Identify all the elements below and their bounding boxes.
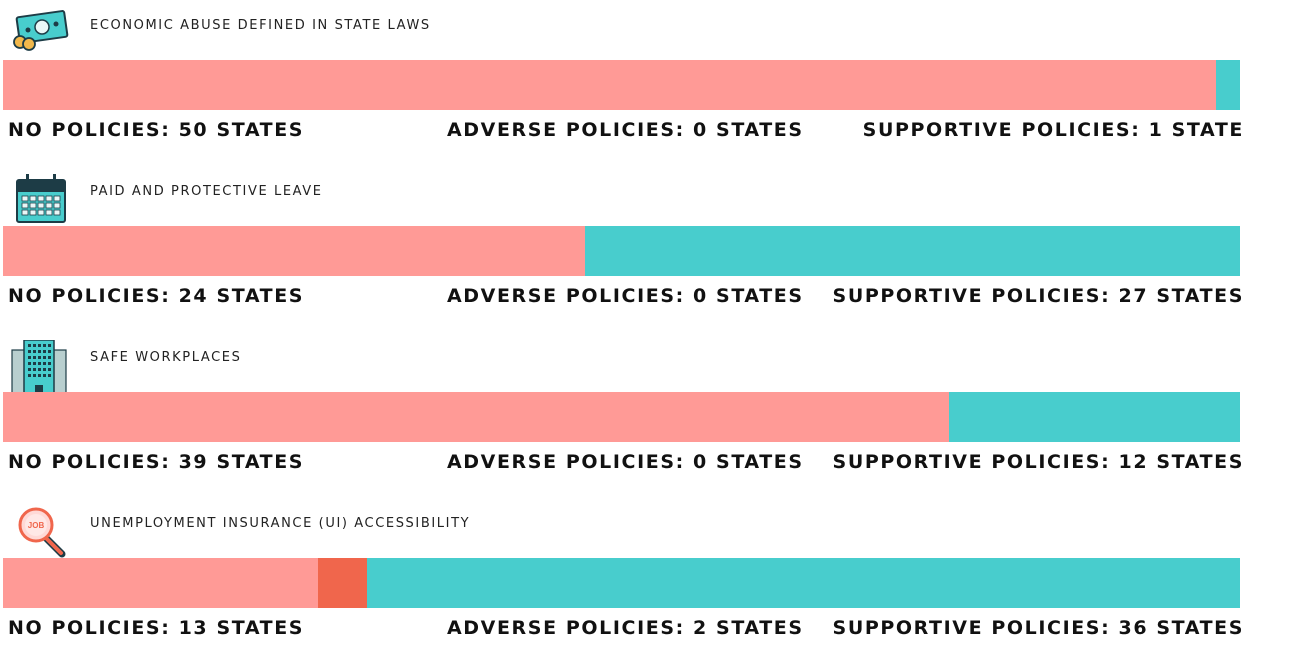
no-policies-label: NO POLICIES: 13 STATES [8, 617, 305, 639]
bar-segment-adverse-policies [318, 558, 367, 608]
bar-segment-no-policies [3, 558, 319, 608]
adverse-policies-label: ADVERSE POLICIES: 0 STATES [447, 119, 804, 141]
supportive-policies-label: SUPPORTIVE POLICIES: 27 STATES [832, 285, 1244, 307]
chart-title: SAFE WORKPLACES [90, 350, 242, 365]
chart-title: ECONOMIC ABUSE DEFINED IN STATE LAWS [90, 18, 431, 33]
bar-segment-supportive-policies [585, 226, 1240, 276]
bar-segment-no-policies [3, 392, 949, 442]
bar-segment-no-policies [3, 60, 1216, 110]
no-policies-label: NO POLICIES: 39 STATES [8, 451, 305, 473]
no-policies-label: NO POLICIES: 50 STATES [8, 119, 305, 141]
bar-segment-supportive-policies [1215, 60, 1240, 110]
chart-title: UNEMPLOYMENT INSURANCE (UI) ACCESSIBILIT… [90, 516, 471, 531]
chart-paid-leave: PAID AND PROTECTIVE LEAVE NO POLICIES: 2… [0, 166, 1307, 332]
stacked-bar [3, 558, 1240, 608]
supportive-policies-label: SUPPORTIVE POLICIES: 1 STATE [862, 119, 1244, 141]
bar-segment-no-policies [3, 226, 586, 276]
stacked-bar [3, 392, 1240, 442]
bar-segment-supportive-policies [948, 392, 1240, 442]
job-search-icon: JOB [8, 506, 72, 562]
stacked-bar [3, 60, 1240, 110]
chart-title: PAID AND PROTECTIVE LEAVE [90, 184, 323, 199]
adverse-policies-label: ADVERSE POLICIES: 0 STATES [447, 285, 804, 307]
supportive-policies-label: SUPPORTIVE POLICIES: 12 STATES [832, 451, 1244, 473]
adverse-policies-label: ADVERSE POLICIES: 2 STATES [447, 617, 804, 639]
job-icon-text: JOB [28, 521, 45, 530]
no-policies-label: NO POLICIES: 24 STATES [8, 285, 305, 307]
calendar-icon [8, 174, 72, 230]
chart-economic-abuse: ECONOMIC ABUSE DEFINED IN STATE LAWS NO … [0, 0, 1307, 166]
money-icon [8, 8, 72, 64]
chart-unemployment-insurance: JOB UNEMPLOYMENT INSURANCE (UI) ACCESSIB… [0, 498, 1307, 664]
supportive-policies-label: SUPPORTIVE POLICIES: 36 STATES [832, 617, 1244, 639]
stacked-bar [3, 226, 1240, 276]
adverse-policies-label: ADVERSE POLICIES: 0 STATES [447, 451, 804, 473]
chart-safe-workplaces: SAFE WORKPLACES NO POLICIES: 39 STATES A… [0, 332, 1307, 498]
building-icon [8, 339, 72, 396]
bar-segment-supportive-policies [366, 558, 1240, 608]
